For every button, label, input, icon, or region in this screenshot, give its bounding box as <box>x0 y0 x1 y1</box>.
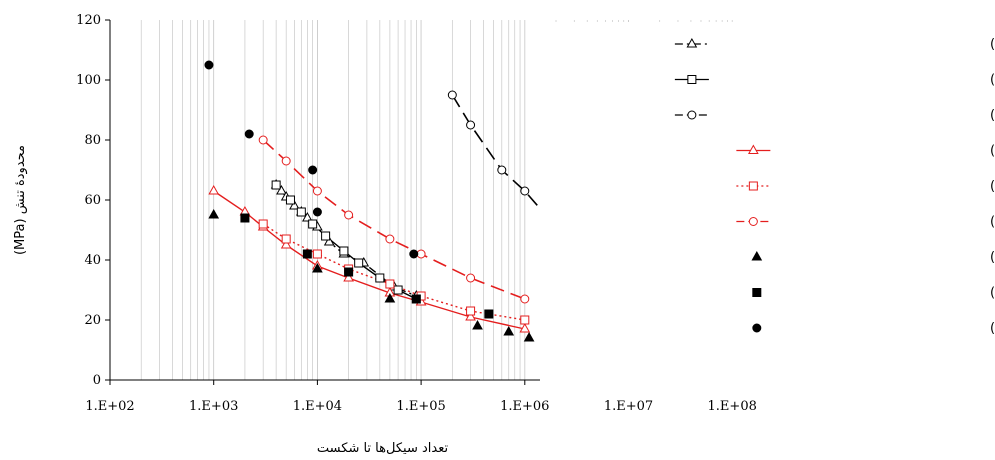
legend-background <box>540 22 995 390</box>
data-point <box>240 213 250 223</box>
data-point <box>466 306 476 316</box>
data-point <box>296 207 306 217</box>
legend-marker <box>748 181 758 191</box>
x-tick-labels: 1.E+02 1.E+03 1.E+04 1.E+05 1.E+06 1.E+07 1.E+… <box>85 380 757 414</box>
y-tick-label: 80 <box>84 133 101 148</box>
data-point <box>301 211 313 222</box>
data-point <box>503 325 515 336</box>
x-tick-label: 1.E+07 <box>604 399 653 414</box>
legend-label: ۲۵۰۰N = نیروی الکترود (آزمون تجربی) <box>990 248 995 265</box>
data-point <box>466 120 476 130</box>
y-tick-label: 20 <box>84 313 101 328</box>
data-point <box>321 231 331 241</box>
y-tick-label: 0 <box>93 373 101 388</box>
data-point <box>520 294 530 304</box>
data-point <box>312 207 322 217</box>
legend-marker <box>748 217 758 226</box>
data-point <box>385 279 395 289</box>
data-point <box>520 315 530 325</box>
y-tick-label: 120 <box>76 13 101 28</box>
y-tick-label: 40 <box>84 253 101 268</box>
y-tick-labels: 0 20 40 60 80 100 120 <box>76 13 110 388</box>
data-point <box>411 294 421 304</box>
legend-label: ۳۰۰۰N = نیروی الکترود (روش حجمی) <box>990 179 995 194</box>
legend-marker <box>752 323 762 333</box>
x-axis-title: تعداد سیکل‌ها تا شکست <box>317 441 449 456</box>
data-point <box>472 319 483 330</box>
y-tick-label: 100 <box>76 73 101 88</box>
legend-label: ۲۵۰۰N = نیروی الکترود (روش رشد ترک خستگی… <box>990 36 995 52</box>
legend-label: ۳۵۰۰N = نیروی الکترود (روش حجمی) <box>990 215 995 230</box>
data-point <box>244 129 254 139</box>
data-point <box>312 249 322 259</box>
legend-label: ۳۵۰۰N = نیروی الکترود (آزمون تجربی) <box>990 319 995 336</box>
data-point <box>409 249 419 259</box>
data-point <box>497 165 507 175</box>
legend-marker <box>748 144 759 154</box>
data-point <box>484 309 494 319</box>
data-point <box>276 184 287 195</box>
series-line-6 <box>262 139 526 300</box>
data-point <box>308 219 318 229</box>
y-axis-title: محدودهٔ تنش (MPa) <box>13 145 28 255</box>
data-point <box>375 273 385 283</box>
x-tick-label: 1.E+03 <box>189 399 238 414</box>
data-point <box>208 208 220 219</box>
legend-marker <box>686 37 698 48</box>
data-point <box>281 234 291 244</box>
data-point <box>520 186 530 196</box>
data-point <box>308 165 318 175</box>
legend-marker <box>687 110 697 120</box>
series-line-2 <box>275 184 417 300</box>
data-point <box>465 310 476 321</box>
data-point <box>258 135 268 145</box>
data-point <box>344 210 354 220</box>
data-point <box>385 234 395 244</box>
legend-label: ۳۵۰۰N = نیروی الکترود (روش رشد ترک خستگی… <box>990 107 995 123</box>
data-point <box>519 322 531 333</box>
x-tick-label: 1.E+04 <box>293 399 342 414</box>
data-point <box>466 273 476 283</box>
data-point <box>280 238 292 249</box>
x-tick-label: 1.E+05 <box>396 399 445 414</box>
data-point <box>258 219 268 229</box>
series-line-3 <box>451 94 630 297</box>
data-point <box>447 90 457 100</box>
data-point <box>343 271 354 282</box>
data-point <box>285 195 295 205</box>
data-point <box>208 184 220 195</box>
data-point <box>344 267 354 277</box>
data-point <box>416 249 426 259</box>
data-point <box>312 262 323 273</box>
x-tick-label: 1.E+06 <box>500 399 549 414</box>
data-point <box>302 249 312 259</box>
data-point <box>393 285 403 295</box>
y-tick-label: 60 <box>84 193 101 208</box>
data-point <box>312 186 322 196</box>
series-line-4 <box>213 190 525 330</box>
legend: ۲۵۰۰N = نیروی الکترود (روش رشد ترک خستگی… <box>540 22 995 390</box>
x-tick-label: 1.E+02 <box>85 399 134 414</box>
data-point <box>323 235 335 246</box>
legend-marker <box>751 250 763 261</box>
legend-marker <box>752 288 762 297</box>
data-point <box>281 156 291 166</box>
data-point <box>204 60 214 70</box>
data-point <box>354 258 364 268</box>
legend-label: ۳۰۰۰N = نیروی الکترود (آزمون تجربی) <box>990 284 995 301</box>
data-point <box>271 180 281 190</box>
legend-marker <box>687 75 697 84</box>
data-point <box>289 199 300 210</box>
x-tick-label: 1.E+08 <box>708 399 757 414</box>
data-point <box>384 292 396 303</box>
data-point <box>523 331 535 342</box>
data-point <box>339 246 349 256</box>
legend-label: ۲۵۰۰N = نیروی الکترود (روش حجمی) <box>990 144 995 159</box>
legend-label: ۳۰۰۰N = نیروی الکترود (روش رشد ترک خستگی… <box>990 72 995 88</box>
